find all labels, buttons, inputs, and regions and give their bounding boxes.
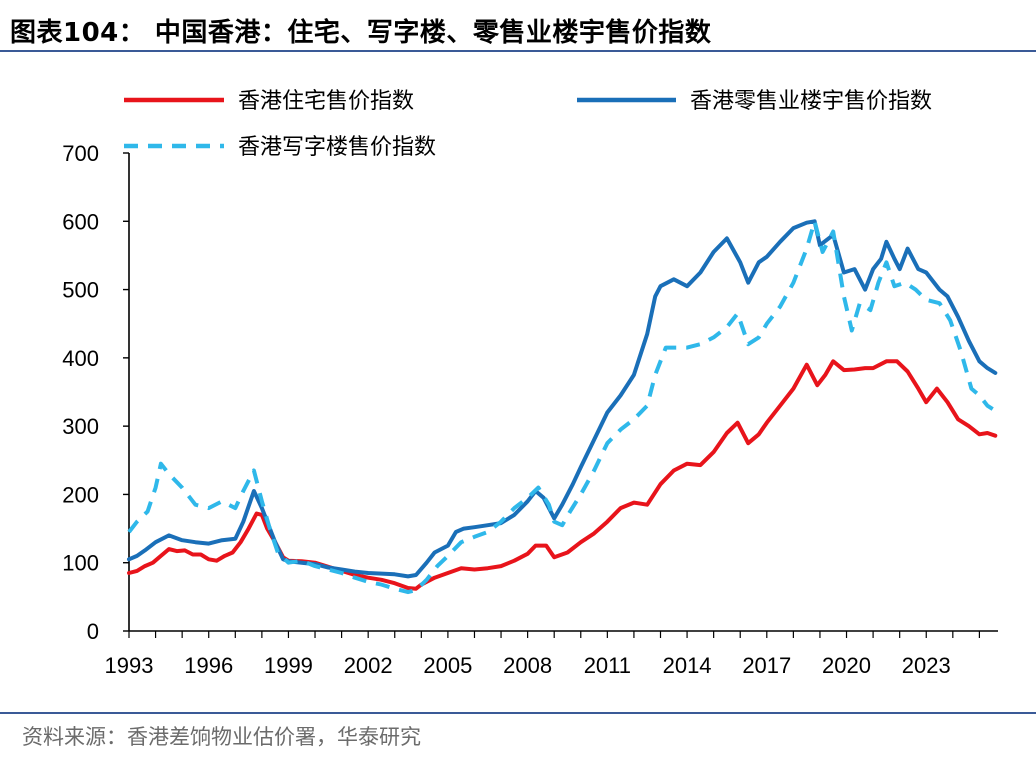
x-tick-label: 2008 [503, 653, 552, 678]
y-tick-label: 100 [62, 551, 99, 576]
chart-axes: 0 100 200 300 400 500 600 700 1993 1996 1999 2002 20… [62, 141, 998, 678]
y-tick-label: 600 [62, 209, 99, 234]
x-tick-label: 2014 [663, 653, 712, 678]
y-tick-label: 500 [62, 278, 99, 303]
x-tick-label: 2023 [902, 653, 951, 678]
y-tick-label: 200 [62, 482, 99, 507]
line-chart: 0 100 200 300 400 500 600 700 1993 1996 1999 2002 20… [62, 89, 998, 678]
legend-label-2: 香港零售业楼宇售价指数 [690, 89, 932, 114]
x-tick-label: 1996 [184, 653, 233, 678]
legend-label-3: 香港写字楼售价指数 [238, 135, 436, 160]
x-tick-label: 2020 [822, 653, 871, 678]
x-tick-label: 2002 [344, 653, 393, 678]
x-tick-label: 1999 [264, 653, 313, 678]
figure-title: 图表104： 中国香港：住宅、写字楼、零售业楼宇售价指数 [10, 18, 712, 48]
x-tick-label: 2011 [584, 653, 631, 678]
series-line-1 [127, 359, 998, 591]
source-note: 资料来源：香港差饷物业估价署，华泰研究 [22, 725, 421, 749]
x-tick-label: 1993 [105, 653, 154, 678]
y-tick-label: 0 [87, 619, 99, 644]
x-tick-label: 2005 [423, 653, 472, 678]
title-divider [0, 50, 1036, 52]
series-line-3 [127, 219, 994, 595]
y-tick-label: 700 [62, 141, 99, 166]
chart-plot-area [127, 219, 998, 595]
legend-label-1: 香港住宅售价指数 [238, 89, 414, 114]
x-tick-label: 2017 [742, 653, 791, 678]
y-tick-label: 400 [62, 346, 99, 371]
footer-divider [0, 712, 1036, 714]
y-tick-label: 300 [62, 414, 99, 439]
